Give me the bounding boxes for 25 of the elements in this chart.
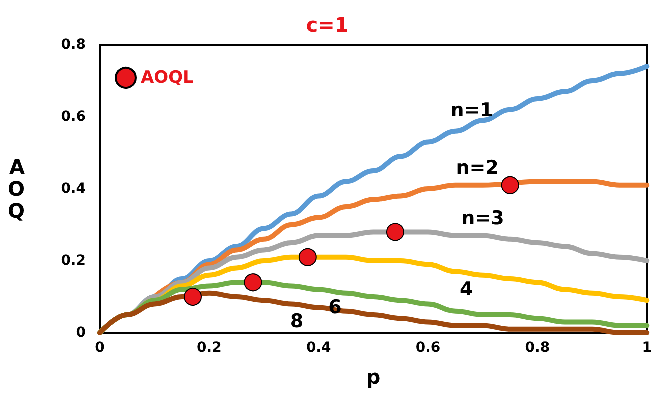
annotation: 8 xyxy=(290,310,304,333)
annotation: n=3 xyxy=(462,207,504,230)
annotation: n=1 xyxy=(450,99,494,122)
x-axis-title: p xyxy=(366,365,381,389)
x-tick-label: 0.2 xyxy=(197,340,222,356)
point xyxy=(244,274,262,292)
annotation: n=2 xyxy=(456,156,499,179)
y-axis-title: AOQ xyxy=(8,155,26,223)
y-tick-label: 0 xyxy=(76,325,86,341)
point xyxy=(501,176,520,194)
x-tick-label: 0.6 xyxy=(416,340,441,356)
x-tick-label: 1 xyxy=(642,340,652,356)
annotation: 4 xyxy=(460,278,474,300)
x-tick-label: 0 xyxy=(95,340,106,356)
y-tick-label: 0.2 xyxy=(61,253,86,269)
point xyxy=(184,288,202,306)
x-tick-label: 0.8 xyxy=(525,340,550,356)
y-tick-label: 0.8 xyxy=(61,37,86,53)
point xyxy=(386,223,404,242)
legend-label: AOQL xyxy=(141,68,194,88)
x-tick-label: 0.4 xyxy=(306,340,332,356)
y-tick-label: 0.6 xyxy=(61,109,86,125)
point xyxy=(298,248,317,266)
y-tick-label: 0.4 xyxy=(61,181,86,197)
chart-title: c=1 xyxy=(306,13,349,37)
